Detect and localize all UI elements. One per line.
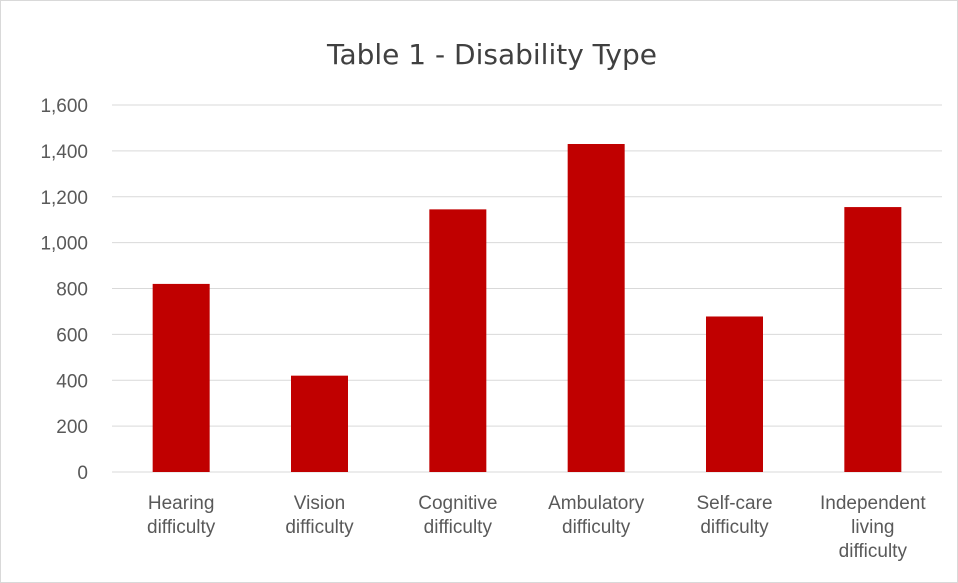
y-tick-label: 1,600 [40,96,88,117]
y-tick-label: 1,400 [40,142,88,163]
y-tick-label: 400 [56,371,88,392]
y-tick-label: 200 [56,417,88,438]
bar [152,283,210,472]
x-category-label: Independent living difficulty [820,493,926,562]
bar [291,375,348,472]
x-category-label: Ambulatory difficulty [548,493,645,538]
bar [429,209,487,472]
bar [567,143,625,472]
x-category-label: Hearing difficulty [147,493,216,538]
y-tick-label: 1,200 [40,188,88,209]
y-axis-tick-labels: 0 200 400 600 800 1,000 1,200 1,400 1,600 [40,96,88,484]
bar [844,207,902,472]
y-tick-label: 800 [56,280,88,301]
x-category-label: Cognitive difficulty [418,493,497,538]
bar [706,316,763,472]
y-tick-label: 0 [77,463,88,484]
gridlines [112,104,942,473]
bars [152,143,902,472]
x-category-label: Vision difficulty [285,493,354,538]
x-category-label: Self-care difficulty [696,493,772,538]
y-tick-label: 600 [56,325,88,346]
y-tick-label: 1,000 [40,234,88,255]
chart-title: Table 1 - Disability Type [326,38,657,71]
x-axis-category-labels: Hearing difficulty Vision difficulty Cogniti… [147,493,926,562]
